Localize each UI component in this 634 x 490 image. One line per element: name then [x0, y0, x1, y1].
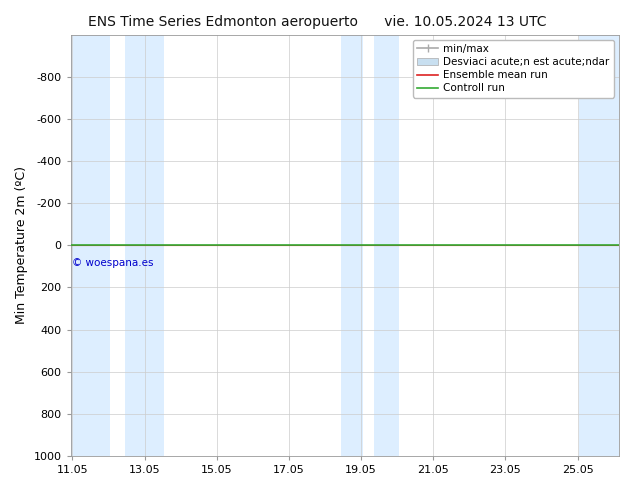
Bar [373, 35, 399, 456]
Y-axis label: Min Temperature 2m (ºC): Min Temperature 2m (ºC) [15, 166, 28, 324]
Bar [341, 35, 363, 456]
Text: © woespana.es: © woespana.es [72, 258, 154, 268]
Legend: min/max, Desviaci acute;n est acute;ndar, Ensemble mean run, Controll run: min/max, Desviaci acute;n est acute;ndar… [413, 40, 614, 98]
Bar [125, 35, 164, 456]
Bar [579, 35, 619, 456]
Bar [70, 35, 110, 456]
Text: ENS Time Series Edmonton aeropuerto      vie. 10.05.2024 13 UTC: ENS Time Series Edmonton aeropuerto vie.… [87, 15, 547, 29]
